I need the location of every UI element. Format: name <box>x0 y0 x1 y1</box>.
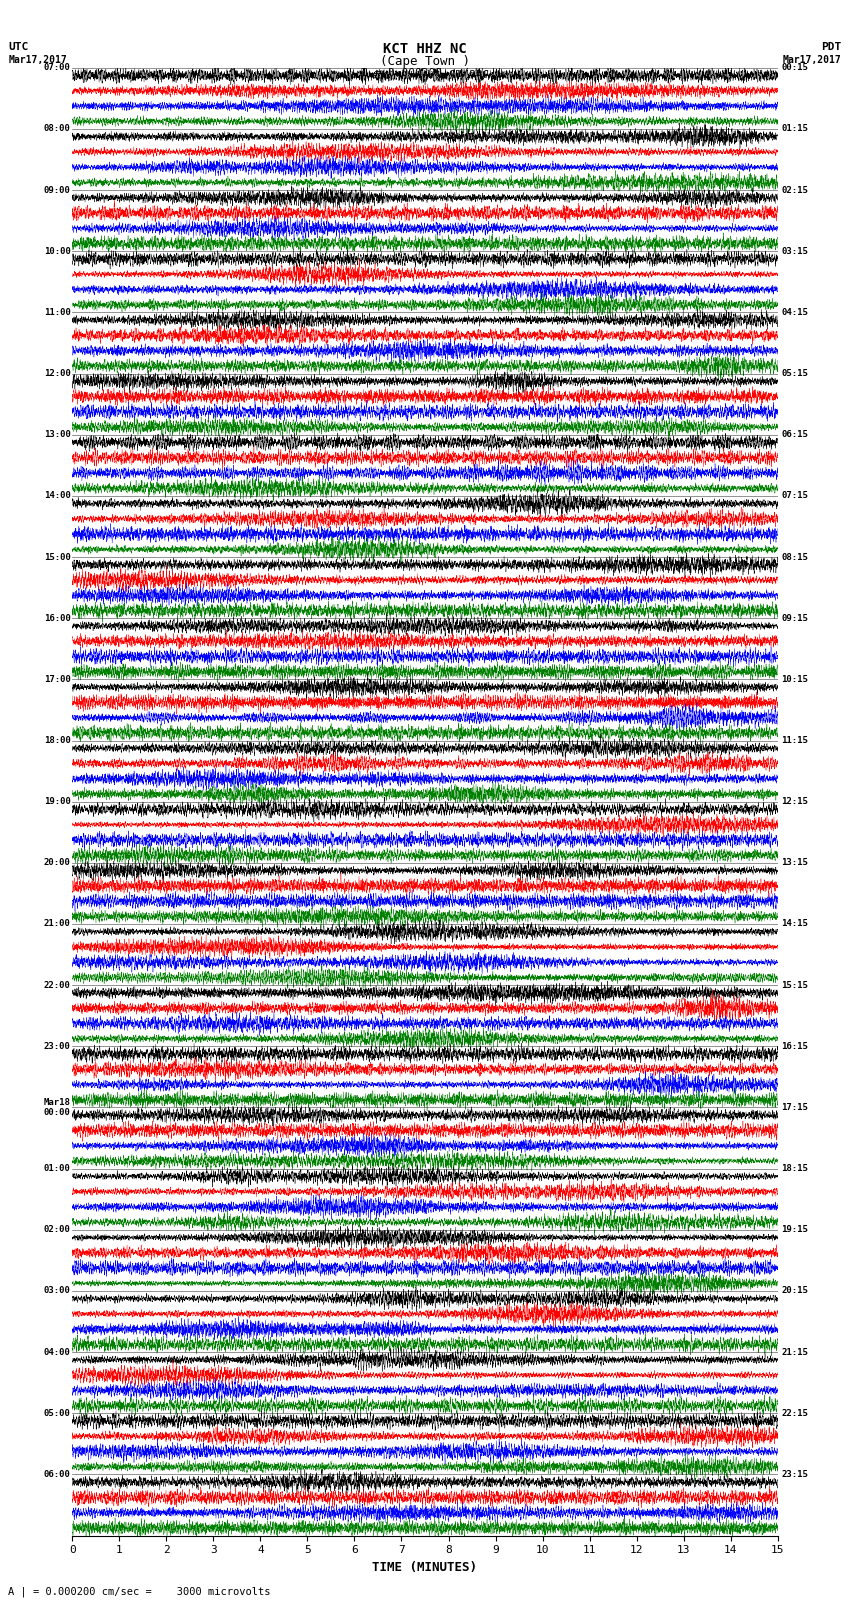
Text: 10:00: 10:00 <box>43 247 71 256</box>
Text: 03:15: 03:15 <box>781 247 808 256</box>
Text: 15:15: 15:15 <box>781 981 808 990</box>
Text: 19:15: 19:15 <box>781 1226 808 1234</box>
Text: Mar17,2017: Mar17,2017 <box>8 55 67 65</box>
Text: 01:15: 01:15 <box>781 124 808 134</box>
Text: 04:15: 04:15 <box>781 308 808 316</box>
Text: 18:00: 18:00 <box>43 736 71 745</box>
Text: 03:00: 03:00 <box>43 1287 71 1295</box>
Text: Mar18
00:00: Mar18 00:00 <box>43 1098 71 1118</box>
Text: 17:15: 17:15 <box>781 1103 808 1111</box>
Text: 11:00: 11:00 <box>43 308 71 316</box>
Text: 14:00: 14:00 <box>43 492 71 500</box>
Text: 02:00: 02:00 <box>43 1226 71 1234</box>
Text: 10:15: 10:15 <box>781 674 808 684</box>
Text: 01:00: 01:00 <box>43 1165 71 1173</box>
Text: 23:00: 23:00 <box>43 1042 71 1050</box>
Text: 08:00: 08:00 <box>43 124 71 134</box>
Text: 04:00: 04:00 <box>43 1347 71 1357</box>
Text: UTC: UTC <box>8 42 29 52</box>
Text: 09:15: 09:15 <box>781 613 808 623</box>
Text: 15:00: 15:00 <box>43 553 71 561</box>
Text: 05:00: 05:00 <box>43 1408 71 1418</box>
Text: A | = 0.000200 cm/sec =    3000 microvolts: A | = 0.000200 cm/sec = 3000 microvolts <box>8 1586 271 1597</box>
Text: 08:15: 08:15 <box>781 553 808 561</box>
Text: 22:15: 22:15 <box>781 1408 808 1418</box>
Text: 22:00: 22:00 <box>43 981 71 990</box>
Text: 21:00: 21:00 <box>43 919 71 929</box>
Text: 06:15: 06:15 <box>781 431 808 439</box>
Text: 12:15: 12:15 <box>781 797 808 806</box>
Text: 12:00: 12:00 <box>43 369 71 377</box>
Text: 06:00: 06:00 <box>43 1469 71 1479</box>
Text: 16:00: 16:00 <box>43 613 71 623</box>
Text: 13:15: 13:15 <box>781 858 808 868</box>
Text: KCT HHZ NC: KCT HHZ NC <box>383 42 467 56</box>
Text: Mar17,2017: Mar17,2017 <box>783 55 842 65</box>
Text: 00:15: 00:15 <box>781 63 808 73</box>
Text: 23:15: 23:15 <box>781 1469 808 1479</box>
Text: 07:15: 07:15 <box>781 492 808 500</box>
Text: 20:00: 20:00 <box>43 858 71 868</box>
Text: 14:15: 14:15 <box>781 919 808 929</box>
Text: (Cape Town ): (Cape Town ) <box>380 55 470 68</box>
Text: 21:15: 21:15 <box>781 1347 808 1357</box>
Text: 07:00: 07:00 <box>43 63 71 73</box>
Text: 09:00: 09:00 <box>43 185 71 195</box>
Text: 16:15: 16:15 <box>781 1042 808 1050</box>
Text: I = 0.000200 cm/sec: I = 0.000200 cm/sec <box>361 68 489 77</box>
Text: 18:15: 18:15 <box>781 1165 808 1173</box>
Text: 11:15: 11:15 <box>781 736 808 745</box>
Text: 05:15: 05:15 <box>781 369 808 377</box>
Text: 20:15: 20:15 <box>781 1287 808 1295</box>
X-axis label: TIME (MINUTES): TIME (MINUTES) <box>372 1561 478 1574</box>
Text: PDT: PDT <box>821 42 842 52</box>
Text: 19:00: 19:00 <box>43 797 71 806</box>
Text: 13:00: 13:00 <box>43 431 71 439</box>
Text: 02:15: 02:15 <box>781 185 808 195</box>
Text: 17:00: 17:00 <box>43 674 71 684</box>
